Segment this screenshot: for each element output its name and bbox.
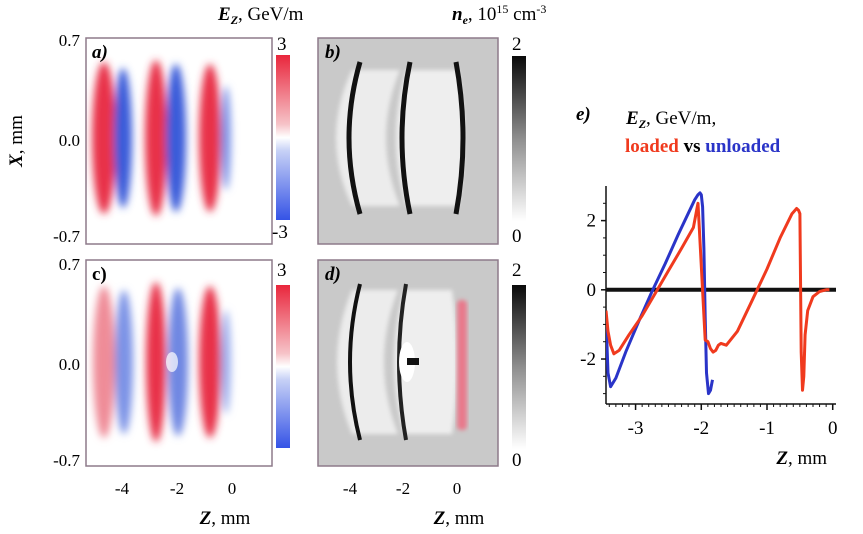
panel-a-ez-unloaded: a) [85,37,273,245]
ne-colorbar [512,285,526,449]
panel-label-a: a) [92,42,108,63]
z-axis-label: Z, mm [433,508,485,529]
electron-cavity [394,290,457,434]
ez-colorbar-title: EZ, GeV/m [217,4,304,27]
legend-loaded: loaded [625,136,679,157]
z-tick-label: -4 [115,479,130,498]
ez-lobe-positive [145,60,167,216]
panel-c-ez-loaded: c) [85,259,273,467]
z-tick-label: -4 [343,479,358,498]
ez-lobe-negative [115,290,133,434]
y-tick-label: 2 [587,211,597,232]
ez-colorbar [276,55,290,220]
ez-lobe-positive [92,62,116,214]
y-tick-label: -2 [580,349,596,370]
y-tick-label: 0.7 [59,255,81,274]
ne-cbar-max: 2 [512,34,522,55]
ez-cbar-max: 3 [277,34,287,55]
series-line-unloaded [606,191,714,396]
legend-vs: vs [684,136,701,157]
electron-cavity [396,70,464,206]
panel-e-lineout: e) EZ, GeV/m, loaded vs unloaded -3 -2 -1 0… [576,104,837,469]
ne-colorbar [512,56,526,221]
lineout-x-axis-label: Z, mm [775,448,827,469]
density-spike [348,283,362,441]
y-tick-label: 0.0 [59,131,80,150]
witness-beam [407,358,419,365]
density-spike [453,61,466,215]
ez-lobe-positive [93,286,115,438]
ne-cbar-min: 0 [512,450,522,471]
y-tick-label: -0.7 [53,451,80,470]
ez-lobe-positive [146,282,166,442]
ne-colorbar-title: ne, 1015 cm-3 [452,2,546,27]
ez-lobe-negative [114,68,132,208]
ez-lobe-positive [199,286,221,438]
y-tick-label: 0.7 [59,31,81,50]
x-axis-label: X, mm [6,115,27,168]
ez-lobe-negative [221,86,231,190]
z-tick-label: 0 [453,479,462,498]
density-spike [346,61,363,215]
z-tick-label: -2 [396,479,410,498]
panel-b-ne-unloaded: b) [317,37,499,245]
ez-lobe-negative [166,64,186,212]
lineout-title: EZ, GeV/m, [625,108,716,131]
lineout-legend: loaded vs unloaded [625,136,781,157]
panel-d-ne-loaded: d) [317,259,499,467]
panel-label-b: b) [325,42,341,63]
x-tick-label: -1 [759,418,775,439]
y-tick-label: 0.0 [59,355,80,374]
panel-label-d: d) [325,264,341,285]
panel-label-e: e) [576,104,591,125]
ez-cbar-min: -3 [272,222,288,243]
legend-unloaded: unloaded [705,136,780,157]
ne-cbar-max: 2 [512,260,522,281]
panel-label-c: c) [92,264,107,285]
z-axis-label: Z, mm [199,508,251,529]
x-tick-label: -3 [628,418,644,439]
x-tick-label: -2 [693,418,709,439]
lineout-ticks: -3 -2 -1 0 2 0 -2 [580,202,838,439]
ez-cbar-max: 3 [277,260,287,281]
ez-lobe-negative [221,310,231,414]
driver-beam [457,300,467,430]
density-spike [399,61,413,215]
beam-load-region [166,352,178,372]
y-tick-label: 0 [587,280,597,301]
ez-colorbar [276,285,290,448]
ne-cbar-min: 0 [512,226,522,247]
z-tick-label: 0 [228,479,237,498]
z-tick-label: -2 [170,479,184,498]
series-line-loaded [606,201,830,392]
ez-lobe-positive [199,64,221,212]
y-tick-label: -0.7 [53,227,80,246]
lineout-series [606,191,830,396]
x-tick-label: 0 [828,418,838,439]
